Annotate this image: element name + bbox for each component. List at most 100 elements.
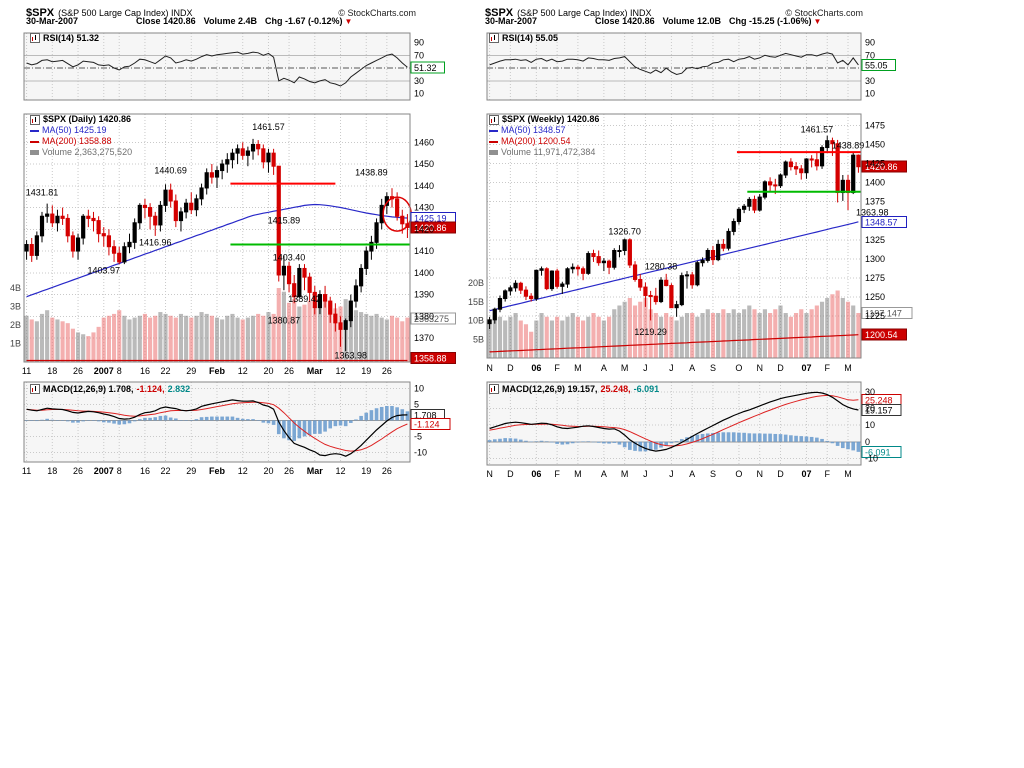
- close-value: 1420.86: [163, 16, 196, 26]
- svg-text:2007: 2007: [94, 466, 114, 476]
- svg-text:25.248: 25.248: [865, 395, 893, 405]
- svg-text:1461.57: 1461.57: [801, 124, 834, 134]
- svg-text:12: 12: [238, 466, 248, 476]
- svg-text:22: 22: [161, 466, 171, 476]
- down-arrow-icon: ▼: [813, 17, 822, 26]
- svg-text:8: 8: [117, 466, 122, 476]
- svg-text:1420: 1420: [414, 224, 434, 234]
- quote-date: 30-Mar-2007: [485, 16, 538, 26]
- svg-text:J: J: [669, 469, 674, 479]
- svg-text:29: 29: [186, 466, 196, 476]
- indicator-icon: [489, 33, 499, 43]
- svg-text:1425: 1425: [865, 159, 885, 169]
- svg-text:Feb: Feb: [209, 366, 226, 376]
- svg-text:1431.81: 1431.81: [26, 187, 59, 197]
- svg-text:20: 20: [865, 404, 875, 414]
- svg-text:11: 11: [22, 466, 31, 476]
- svg-text:5B: 5B: [473, 334, 484, 344]
- volume-value: 12.0B: [696, 16, 721, 26]
- svg-text:1363.98: 1363.98: [856, 207, 889, 217]
- axis-labels: 1111181826262007200788161622222929FebFeb…: [10, 38, 434, 476]
- volume-swatch-icon: [30, 150, 39, 155]
- quote-values: Close 1420.86 Volume 12.0B Chg -15.25 (-1.…: [587, 16, 821, 26]
- svg-text:2B: 2B: [10, 320, 21, 330]
- svg-text:D: D: [507, 363, 514, 373]
- svg-text:D: D: [507, 469, 514, 479]
- svg-text:0: 0: [865, 437, 870, 447]
- axis-labels: N N D D 06 06 F F M M A A M M J J J J A A S S O O N N D D 07 07 F F M M 90…: [468, 38, 885, 479]
- header-left: $SPX (S&P 500 Large Cap Index) INDX: [485, 3, 652, 21]
- legend-volume: Volume 11,971,472,384: [501, 147, 596, 157]
- macd-hist-value: -6.091: [633, 384, 660, 394]
- legend-ma50-row: MA(50) 1425.19: [30, 125, 132, 136]
- svg-text:1370: 1370: [414, 333, 434, 343]
- svg-text:29: 29: [186, 366, 196, 376]
- svg-text:19: 19: [361, 466, 371, 476]
- svg-text:1400: 1400: [865, 178, 885, 188]
- svg-text:26: 26: [73, 466, 83, 476]
- svg-text:18: 18: [47, 466, 57, 476]
- annotations: 1431.81 1403.97 1416.96 1440.69 1461.57 1438.…: [23, 32, 456, 463]
- svg-text:1410: 1410: [414, 246, 434, 256]
- svg-text:S: S: [710, 363, 716, 373]
- svg-text:1363.98: 1363.98: [335, 350, 368, 360]
- macd-title-weekly: MACD(12,26,9) 19.157, 25.248, -6.091: [489, 384, 659, 394]
- chart-header-weekly: $SPX (S&P 500 Large Cap Index) INDX © Sto…: [485, 3, 863, 21]
- svg-text:10: 10: [414, 383, 424, 393]
- volume-label: Volume: [203, 16, 236, 26]
- svg-text:N: N: [486, 469, 493, 479]
- quote-line-daily: 30-Mar-2007 Close 1420.86 Volume 2.4B Chg -…: [26, 16, 352, 26]
- svg-text:26: 26: [284, 366, 294, 376]
- chg-label: Chg: [264, 16, 283, 26]
- symbol: $SPX: [26, 7, 55, 19]
- svg-text:A: A: [601, 363, 607, 373]
- chart-weekly: $SPX (S&P 500 Large Cap Index) INDX © Sto…: [463, 0, 923, 500]
- svg-text:1280.38: 1280.38: [645, 262, 678, 272]
- svg-text:55.05: 55.05: [865, 60, 888, 70]
- legend-symbol: $SPX (Daily) 1420.86: [43, 114, 132, 124]
- svg-text:90: 90: [865, 38, 875, 48]
- svg-text:1197.147: 1197.147: [865, 309, 902, 319]
- svg-text:1.708: 1.708: [414, 410, 437, 420]
- svg-text:10B: 10B: [468, 316, 484, 326]
- symbol: $SPX: [485, 7, 514, 19]
- svg-text:S: S: [710, 469, 716, 479]
- close-label: Close: [136, 16, 161, 26]
- svg-text:22: 22: [161, 366, 171, 376]
- ma50-swatch-icon: [30, 129, 39, 132]
- rsi-label: RSI(14) 55.05: [502, 33, 559, 43]
- svg-text:1375: 1375: [865, 197, 885, 207]
- legend-ma200: MA(200) 1358.88: [42, 136, 112, 146]
- svg-text:10: 10: [865, 420, 875, 430]
- gridlines: [487, 33, 861, 465]
- svg-text:1400: 1400: [414, 268, 434, 278]
- macd-label: MACD(12,26,9) 19.157,: [502, 384, 598, 394]
- legend-ma50: MA(50) 1348.57: [501, 125, 566, 135]
- price-icon: [489, 114, 499, 125]
- series: [487, 52, 861, 452]
- svg-text:1403.40: 1403.40: [273, 253, 306, 263]
- svg-text:1275: 1275: [865, 273, 885, 283]
- svg-text:1325: 1325: [865, 235, 885, 245]
- legend-symbol-row: $SPX (Weekly) 1420.86: [489, 114, 599, 125]
- svg-text:15B: 15B: [468, 297, 484, 307]
- svg-text:Feb: Feb: [209, 466, 226, 476]
- svg-text:F: F: [554, 363, 560, 373]
- volume-value: 2.4B: [237, 16, 257, 26]
- svg-text:N: N: [756, 363, 763, 373]
- rsi-label: RSI(14) 51.32: [43, 33, 100, 43]
- svg-text:Mar: Mar: [307, 466, 324, 476]
- svg-text:19.157: 19.157: [865, 405, 893, 415]
- svg-text:26: 26: [382, 466, 392, 476]
- svg-text:1460: 1460: [414, 137, 434, 147]
- svg-text:10: 10: [414, 89, 424, 99]
- gridlines: [24, 33, 410, 462]
- svg-text:M: M: [844, 363, 852, 373]
- svg-text:-10: -10: [414, 447, 427, 457]
- svg-text:1475: 1475: [865, 120, 885, 130]
- svg-text:J: J: [643, 469, 648, 479]
- svg-text:-1.124: -1.124: [414, 419, 440, 429]
- svg-text:1450: 1450: [865, 140, 885, 150]
- svg-text:1420.86: 1420.86: [865, 162, 898, 172]
